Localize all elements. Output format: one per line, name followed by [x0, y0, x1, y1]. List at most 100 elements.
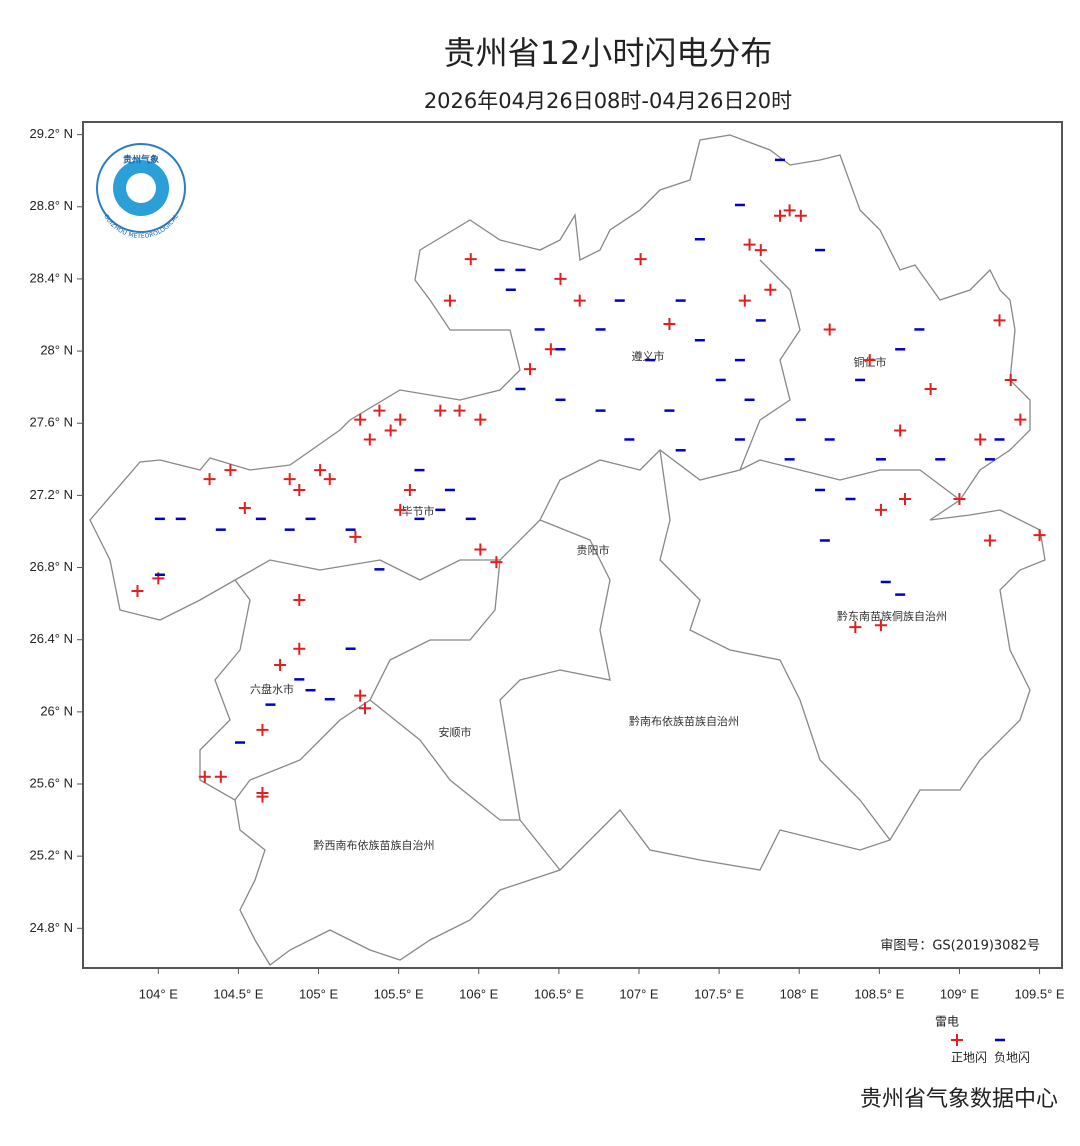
- logo-cloud: [126, 173, 156, 203]
- y-tick-label: 29.2° N: [29, 126, 73, 141]
- lightning-strike: [554, 272, 567, 285]
- lightning-strike: [783, 204, 796, 217]
- lightning-strike: [874, 503, 887, 516]
- lightning-strike: [634, 253, 647, 266]
- lightning-strike: [573, 294, 586, 307]
- x-tick-label: 106.5° E: [534, 986, 584, 1001]
- lightning-strike: [773, 209, 786, 222]
- logo: 贵州气象 GUIZHOU METEOROLOGICAL: [96, 143, 186, 240]
- lightning-strike: [384, 424, 397, 437]
- lightning-strike: [198, 770, 211, 783]
- lightning-strike: [849, 621, 862, 634]
- x-tick-label: 105° E: [299, 986, 339, 1001]
- lightning-strike: [663, 318, 676, 331]
- lightning-strike: [898, 493, 911, 506]
- y-tick-label: 28.4° N: [29, 270, 73, 285]
- region-label: 黔东南苗族侗族自治州: [837, 609, 947, 623]
- lightning-strike: [754, 244, 767, 257]
- lightning-strike: [359, 702, 372, 715]
- region-label: 黔西南布依族苗族自治州: [314, 838, 435, 852]
- lightning-strike: [974, 433, 987, 446]
- legend-symbol: [951, 1034, 963, 1046]
- lightning-strike: [953, 493, 966, 506]
- series-plus: [131, 204, 1046, 803]
- chart-subtitle: 2026年04月26日08时-04月26日20时: [424, 89, 792, 113]
- lightning-strike: [924, 382, 937, 395]
- lightning-strike: [1033, 529, 1046, 542]
- lightning-strike: [293, 594, 306, 607]
- y-tick-label: 25.6° N: [29, 775, 73, 790]
- logo-title: 贵州气象: [123, 154, 159, 166]
- lightning-strike: [764, 283, 777, 296]
- x-tick-label: 104° E: [139, 986, 179, 1001]
- lightning-strike: [293, 642, 306, 655]
- lightning-strike: [354, 413, 367, 426]
- lightning-strike: [283, 473, 296, 486]
- x-tick-label: 107° E: [619, 986, 659, 1001]
- lightning-strike: [443, 294, 456, 307]
- y-tick-label: 26.8° N: [29, 559, 73, 574]
- lightning-strike: [214, 770, 227, 783]
- lightning-strike: [823, 323, 836, 336]
- lightning-strike: [314, 464, 327, 477]
- lightning-strike: [464, 253, 477, 266]
- y-tick-label: 26° N: [40, 703, 73, 718]
- legend-label: 负地闪: [994, 1051, 1030, 1065]
- x-tick-label: 109.5° E: [1015, 986, 1065, 1001]
- lightning-strike: [394, 503, 407, 516]
- y-tick-label: 28° N: [40, 343, 73, 358]
- lightning-strike: [863, 354, 876, 367]
- y-tick-label: 25.2° N: [29, 848, 73, 863]
- lightning-strike: [131, 584, 144, 597]
- inner-boundary: [659, 449, 891, 841]
- lightning-strike: [490, 556, 503, 569]
- lightning-strike: [203, 473, 216, 486]
- lightning-strike: [738, 294, 751, 307]
- x-tick-label: 106° E: [459, 986, 499, 1001]
- lightning-strike: [1014, 413, 1027, 426]
- outer-boundary: [89, 134, 1046, 966]
- region-label: 安顺市: [439, 725, 472, 739]
- inner-boundary: [369, 699, 520, 821]
- region-label: 贵阳市: [577, 543, 610, 557]
- lightning-strike: [403, 483, 416, 496]
- lightning-strike: [293, 483, 306, 496]
- y-tick-label: 28.8° N: [29, 198, 73, 213]
- lightning-strike: [256, 723, 269, 736]
- inner-boundary: [499, 519, 611, 871]
- lightning-strike: [363, 433, 376, 446]
- plot-frame: [82, 121, 1063, 969]
- region-label: 遵义市: [632, 349, 665, 363]
- lightning-strike: [474, 413, 487, 426]
- inner-boundary: [234, 559, 501, 801]
- lightning-strike: [524, 363, 537, 376]
- inner-boundary: [234, 449, 961, 581]
- x-tick-label: 108° E: [780, 986, 820, 1001]
- lightning-strike: [544, 343, 557, 356]
- lightning-strike: [1004, 373, 1017, 386]
- lightning-strike: [256, 790, 269, 803]
- y-tick-label: 24.8° N: [29, 920, 73, 935]
- lightning-strike: [434, 404, 447, 417]
- lightning-strike: [743, 238, 756, 251]
- x-tick-label: 105.5° E: [374, 986, 424, 1001]
- lightning-strike: [874, 619, 887, 632]
- x-tick-label: 109° E: [940, 986, 980, 1001]
- lightning-strike: [794, 209, 807, 222]
- y-tick-label: 27.2° N: [29, 487, 73, 502]
- legend-label: 正地闪: [951, 1051, 987, 1065]
- lightning-strike: [238, 502, 251, 515]
- lightning-strike: [474, 543, 487, 556]
- inner-boundary: [739, 259, 801, 471]
- lightning-strike: [349, 530, 362, 543]
- y-tick-label: 27.6° N: [29, 415, 73, 430]
- lightning-strike: [993, 314, 1006, 327]
- region-label: 黔南布依族苗族自治州: [629, 714, 739, 728]
- lightning-strike: [394, 413, 407, 426]
- x-tick-label: 104.5° E: [213, 986, 263, 1001]
- lightning-strike: [373, 404, 386, 417]
- source: 贵州省气象数据中心: [860, 1087, 1058, 1112]
- x-tick-label: 108.5° E: [854, 986, 904, 1001]
- province-boundary: [89, 134, 1046, 966]
